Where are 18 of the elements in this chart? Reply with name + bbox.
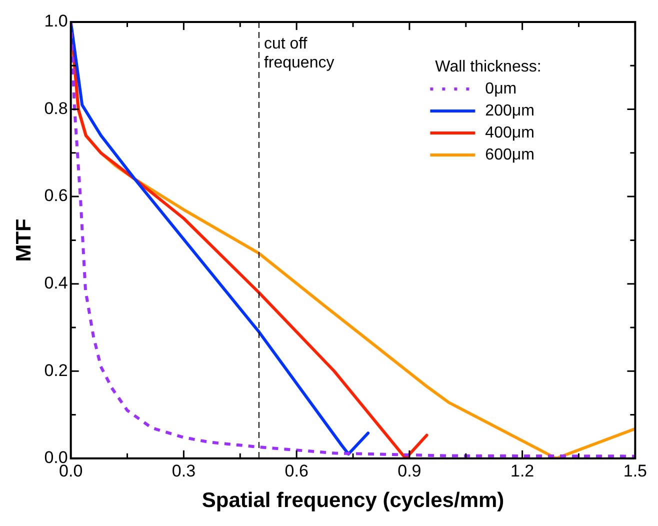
legend-label: 0μm <box>485 80 517 98</box>
y-tick-label: 0.4 <box>44 274 68 293</box>
ref-line-label: cut off frequency <box>264 35 334 72</box>
legend-label: 400μm <box>485 124 534 142</box>
y-axis-title: MTF <box>12 218 36 262</box>
x-tick-label: 0.6 <box>284 461 308 480</box>
y-tick-label: 0.2 <box>44 360 68 380</box>
x-tick-label: 0.9 <box>398 461 422 480</box>
legend-title: Wall thickness: <box>435 58 542 76</box>
x-tick-label: 1.5 <box>623 461 648 480</box>
legend-label: 600μm <box>485 146 534 164</box>
legend-label: 200μm <box>485 102 534 120</box>
y-tick-label: 0.8 <box>44 98 68 118</box>
x-axis-title: Spatial frequency (cycles/mm) <box>202 489 504 512</box>
y-tick-label: 0.6 <box>44 186 68 206</box>
y-tick-label: 1.0 <box>44 12 68 31</box>
x-tick-label: 1.2 <box>510 461 534 480</box>
x-tick-label: 0.3 <box>172 461 196 480</box>
